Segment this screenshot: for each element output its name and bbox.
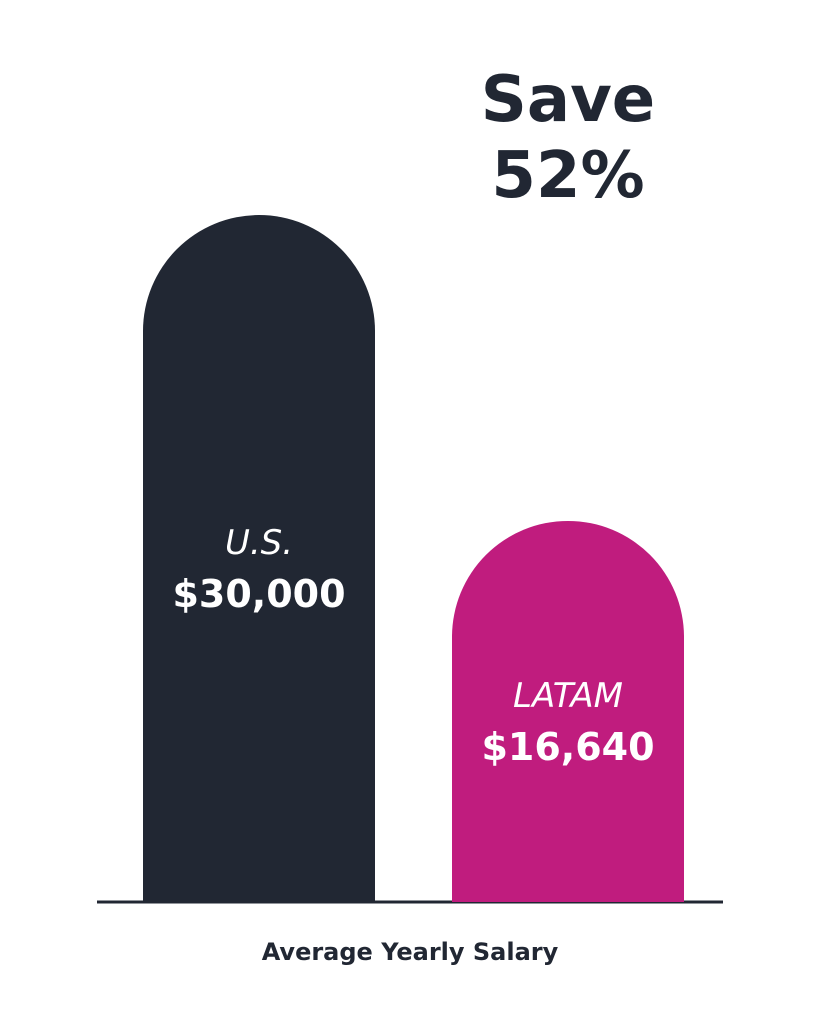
category-label: LATAM [513, 676, 623, 716]
value-label: $16,640 [481, 725, 654, 769]
bar [452, 520, 684, 902]
bar [143, 215, 375, 902]
value-label: $30,000 [172, 572, 345, 616]
x-axis-label: Average Yearly Salary [262, 938, 559, 966]
category-label: U.S. [225, 523, 293, 563]
annotation: Save 52% [480, 63, 656, 213]
